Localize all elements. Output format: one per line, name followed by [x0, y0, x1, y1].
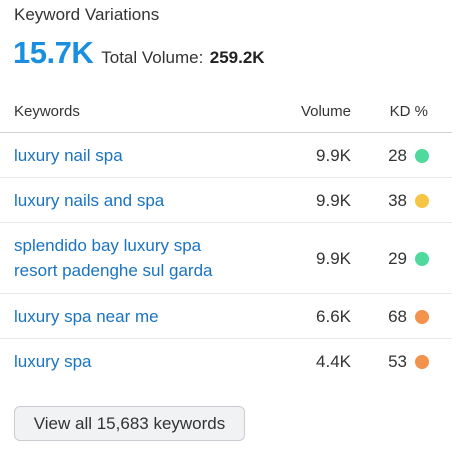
keywords-table: Keywords Volume KD % luxury nail spa 9.9…: [0, 96, 452, 383]
column-header-kd: KD %: [389, 103, 428, 120]
keyword-link[interactable]: luxury spa: [14, 352, 92, 371]
total-volume-value: 259.2K: [209, 48, 265, 67]
keyword-difficulty: 29: [388, 249, 407, 268]
table-row: luxury spa near me 6.6K 68: [0, 294, 452, 339]
table-row: luxury nails and spa 9.9K 38: [0, 178, 452, 223]
keyword-link[interactable]: luxury nails and spa: [14, 191, 165, 210]
keyword-link[interactable]: splendido bay luxury spa resort padenghe…: [14, 236, 213, 280]
kd-indicator-dot: [415, 355, 429, 369]
keyword-volume: 9.9K: [316, 146, 351, 165]
keyword-link[interactable]: luxury nail spa: [14, 146, 123, 165]
table-row: splendido bay luxury spa resort padenghe…: [0, 223, 452, 294]
column-header-keywords: Keywords: [14, 103, 80, 120]
keyword-link[interactable]: luxury spa near me: [14, 307, 159, 326]
keyword-volume: 4.4K: [316, 352, 351, 371]
keyword-count: 15.7K: [13, 35, 94, 70]
table-header: Keywords Volume KD %: [0, 96, 452, 133]
kd-indicator-dot: [415, 310, 429, 324]
keyword-difficulty: 28: [388, 146, 407, 165]
keyword-difficulty: 53: [388, 352, 407, 371]
total-volume: Total Volume: 259.2K: [101, 48, 264, 68]
keyword-difficulty: 68: [388, 307, 407, 326]
view-all-keywords-button[interactable]: View all 15,683 keywords: [14, 406, 245, 441]
widget-title: Keyword Variations: [14, 5, 160, 24]
kd-indicator-dot: [415, 252, 429, 266]
kd-indicator-dot: [415, 149, 429, 163]
kd-indicator-dot: [415, 194, 429, 208]
summary-line: 15.7K Total Volume: 259.2K: [13, 35, 265, 71]
total-volume-label: Total Volume:: [101, 48, 204, 67]
table-row: luxury spa 4.4K 53: [0, 339, 452, 383]
column-header-volume: Volume: [300, 103, 351, 120]
keyword-volume: 6.6K: [316, 307, 351, 326]
keyword-difficulty: 38: [388, 191, 407, 210]
table-row: luxury nail spa 9.9K 28: [0, 133, 452, 178]
keyword-volume: 9.9K: [316, 249, 351, 268]
keyword-volume: 9.9K: [316, 191, 351, 210]
